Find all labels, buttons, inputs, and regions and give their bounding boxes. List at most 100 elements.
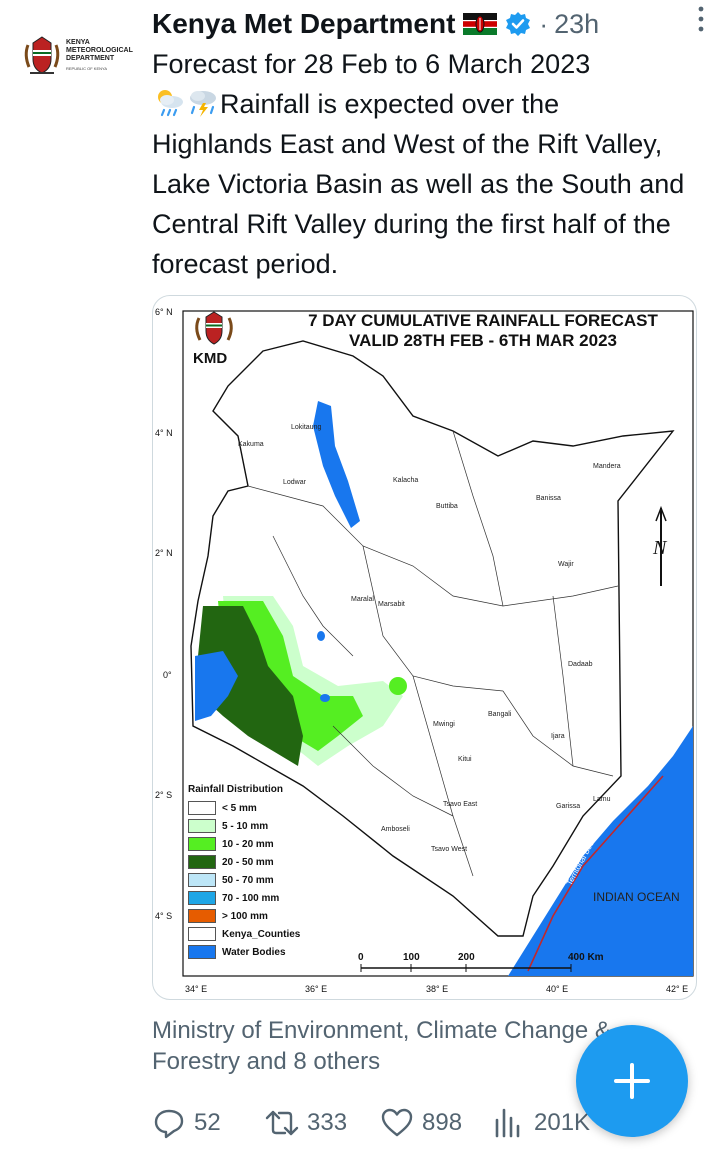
tweet-text-line2: Rainfall is expected over the	[152, 84, 707, 124]
lon-label-34e: 34° E	[185, 984, 207, 994]
legend-label: > 100 mm	[222, 910, 268, 922]
tweet-text: Forecast for 28 Feb to 6 March 2023 Rain…	[152, 44, 707, 284]
lake-turkana	[313, 401, 360, 528]
like-button[interactable]: 898	[380, 1106, 462, 1140]
legend-item: < 5 mm	[188, 799, 300, 817]
views-button[interactable]: 201K	[492, 1106, 590, 1140]
reply-count: 52	[194, 1109, 221, 1136]
place-label: Ijara	[551, 733, 565, 740]
lon-label-36e: 36° E	[305, 984, 327, 994]
kenya-rainfall-map: 6° N 4° N 2° N 0° 2° S 4° S 34° E 36° E …	[155, 307, 694, 994]
legend-label: 5 - 10 mm	[222, 820, 269, 832]
lake-victoria	[195, 651, 238, 721]
tweet-action-bar: 52 333 898 201K	[152, 1100, 672, 1144]
place-label: Lokitaung	[291, 424, 321, 431]
legend-label: < 5 mm	[222, 802, 257, 814]
verified-badge-icon	[506, 12, 531, 36]
forecast-map-image[interactable]: 6° N 4° N 2° N 0° 2° S 4° S 34° E 36° E …	[152, 295, 697, 1000]
lat-label-2n: 2° N	[155, 548, 173, 558]
place-label: Garissa	[556, 803, 580, 810]
map-title-line2: VALID 28TH FEB - 6TH MAR 2023	[349, 331, 617, 350]
retweet-count: 333	[307, 1109, 348, 1136]
tagged-accounts[interactable]: Ministry of Environment, Climate Change …	[152, 1015, 652, 1077]
place-label: Banissa	[536, 495, 561, 502]
plus-icon	[614, 1063, 650, 1099]
scale-label-0: 0	[358, 952, 364, 963]
avatar-text-2: Meteorological	[66, 47, 133, 54]
north-label: N	[652, 537, 668, 559]
legend-title: Rainfall Distribution	[188, 784, 283, 795]
separator-dot: ·	[539, 8, 549, 39]
legend-item: 5 - 10 mm	[188, 817, 300, 835]
kmd-logo-text: KMD	[193, 350, 228, 367]
reply-button[interactable]: 52	[152, 1106, 221, 1140]
legend-item: 20 - 50 mm	[188, 853, 300, 871]
reply-icon	[154, 1109, 184, 1139]
north-arrow-icon: N	[652, 505, 668, 586]
scale-label-200: 200	[458, 952, 475, 963]
legend-swatch	[188, 891, 216, 905]
lon-label-42e: 42° E	[666, 984, 688, 994]
legend-label: 20 - 50 mm	[222, 856, 274, 868]
legend-item: 70 - 100 mm	[188, 889, 300, 907]
lat-label-6n: 6° N	[155, 307, 173, 317]
legend-label: 10 - 20 mm	[222, 838, 274, 850]
legend-swatch	[188, 909, 216, 923]
kenya-flag-icon	[463, 13, 498, 35]
tweet-header: Kenya Met Department · 23h	[152, 6, 700, 42]
scale-bar	[360, 964, 572, 972]
place-label: Dadaab	[568, 661, 593, 668]
author-name[interactable]: Kenya Met Department	[152, 8, 456, 39]
lon-label-38e: 38° E	[426, 984, 448, 994]
retweet-button[interactable]: 333	[265, 1106, 347, 1140]
lake-baringo	[317, 631, 325, 641]
lat-label-2s: 2° S	[155, 790, 172, 800]
place-label: Tsavo East	[443, 801, 477, 808]
place-label: Kitui	[458, 756, 472, 763]
compose-tweet-button[interactable]	[576, 1025, 688, 1137]
avatar-text-1: Kenya	[66, 39, 90, 46]
legend-swatch	[188, 819, 216, 833]
kenya-coat-of-arms-icon	[24, 36, 60, 74]
lat-label-4n: 4° N	[155, 428, 173, 438]
place-label: Kakuma	[238, 441, 264, 448]
place-label: Marsabit	[378, 601, 405, 608]
rainfall-hotspot	[389, 677, 407, 695]
legend-swatch	[188, 873, 216, 887]
lat-label-0: 0°	[163, 670, 172, 680]
legend-swatch	[188, 837, 216, 851]
tagged-accounts-line2: Forestry and 8 others	[152, 1048, 381, 1075]
tweet-text-rest: Highlands East and West of the Rift Vall…	[152, 129, 685, 279]
place-label: Lamu	[593, 796, 611, 803]
legend-swatch	[188, 801, 216, 815]
avatar-subtext: REPUBLIC OF KENYA	[66, 66, 108, 71]
cloud-with-lightning-and-rain-icon	[190, 91, 216, 117]
author-avatar[interactable]: Kenya Meteorological Department REPUBLIC…	[22, 30, 134, 80]
more-options-icon[interactable]	[694, 4, 708, 34]
scale-label-400: 400 Km	[568, 952, 604, 963]
place-label: Kalacha	[393, 477, 418, 484]
place-label: Mwingi	[433, 721, 455, 728]
views-chart-icon	[495, 1108, 520, 1138]
legend-swatch	[188, 945, 216, 959]
legend-label: 50 - 70 mm	[222, 874, 274, 886]
sun-behind-rain-cloud-icon	[158, 90, 183, 117]
place-label: Amboseli	[381, 826, 410, 833]
place-label: Maralal	[351, 596, 374, 603]
legend-label: Water Bodies	[222, 946, 286, 958]
rainfall-20-50-zone	[198, 606, 303, 766]
legend-item: 10 - 20 mm	[188, 835, 300, 853]
territorial-boundary	[527, 775, 664, 972]
legend-item: Kenya_Counties	[188, 925, 300, 943]
place-label: Bangali	[488, 711, 512, 718]
legend-item: Water Bodies	[188, 943, 300, 961]
heart-icon	[381, 1108, 413, 1137]
place-label: Lodwar	[283, 479, 307, 486]
tweet-timestamp[interactable]: 23h	[554, 8, 600, 39]
legend-item: 50 - 70 mm	[188, 871, 300, 889]
map-title-line1: 7 DAY CUMULATIVE RAINFALL FORECAST	[308, 311, 658, 330]
tweet-text-line1: Forecast for 28 Feb to 6 March 2023	[152, 49, 591, 79]
place-label: Buttiba	[436, 503, 458, 510]
map-legend: Rainfall Distribution < 5 mm 5 - 10 mm 1…	[188, 784, 300, 961]
legend-swatch	[188, 855, 216, 869]
